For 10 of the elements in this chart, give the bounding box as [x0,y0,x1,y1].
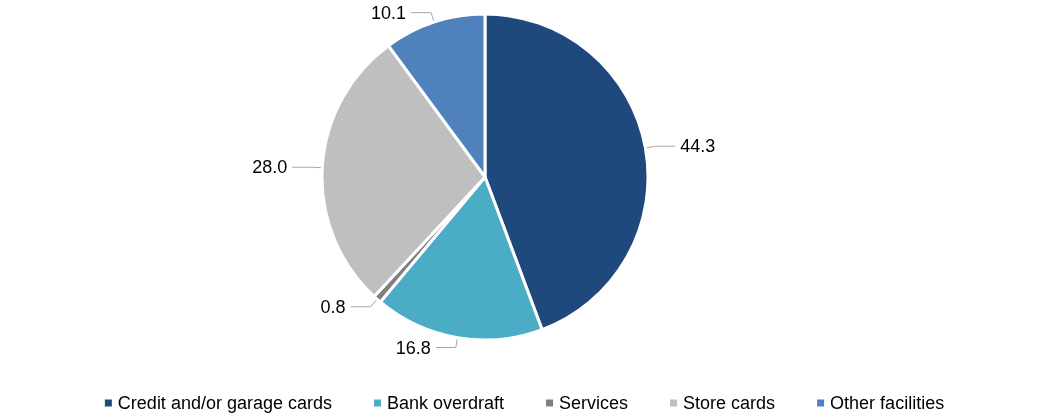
data-label: 16.8 [395,337,431,358]
legend-label: Credit and/or garage cards [117,393,332,413]
data-label: 28.0 [252,157,288,178]
legend-label: Other facilities [830,393,945,413]
legend-label: Services [559,393,629,413]
data-label: 0.8 [320,296,346,317]
data-label: 10.1 [370,2,407,23]
data-label: 44.3 [680,136,716,157]
legend-label: Bank overdraft [386,393,505,413]
legend-label: Store cards [683,393,776,413]
